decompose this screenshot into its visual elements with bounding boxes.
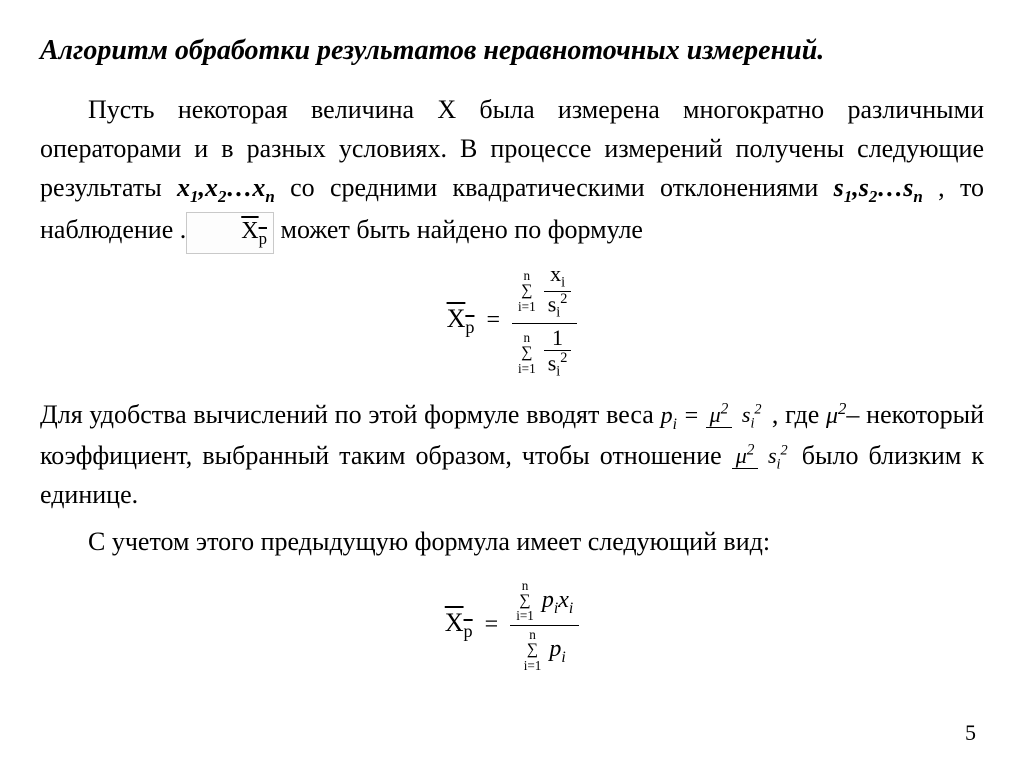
seq-xn: xn — [252, 173, 274, 202]
page-number: 5 — [965, 716, 976, 749]
seq-x1: x1 — [177, 173, 198, 202]
paragraph-2: Для удобства вычислений по этой формуле … — [40, 395, 984, 514]
mu-squared: μ2 — [826, 403, 846, 429]
formula-1: Xp = n∑i=1 xi si2 n∑i=1 1 si2 — [40, 262, 984, 381]
p1-text-d: может быть найдено по формуле — [274, 215, 643, 244]
seq-sn: sn — [903, 173, 923, 202]
dots2: … — [877, 173, 903, 202]
dots1: … — [226, 173, 252, 202]
seq-s2: s2 — [859, 173, 878, 202]
xp-symbol-box: Xp — [186, 212, 274, 254]
p2-text-a: Для удобства вычислений по этой формуле … — [40, 400, 661, 429]
p2-text-b: , где — [772, 400, 826, 429]
pi-definition: pi = μ2 si2 — [661, 403, 772, 429]
p1-text-b: со средними квадратическими отклонениями — [275, 173, 834, 202]
paragraph-1: Пусть некоторая величина X была измерена… — [40, 90, 984, 254]
paragraph-3: С учетом этого предыдущую формула имеет … — [40, 522, 984, 561]
seq-x2: x2 — [205, 173, 226, 202]
seq-s1: s1 — [834, 173, 853, 202]
document-title: Алгоритм обработки результатов неравното… — [40, 30, 984, 72]
formula-2: Xp = n∑i=1 pixi n∑i=1 pi — [40, 579, 984, 673]
mu-over-s: μ2 si2 — [732, 443, 792, 473]
